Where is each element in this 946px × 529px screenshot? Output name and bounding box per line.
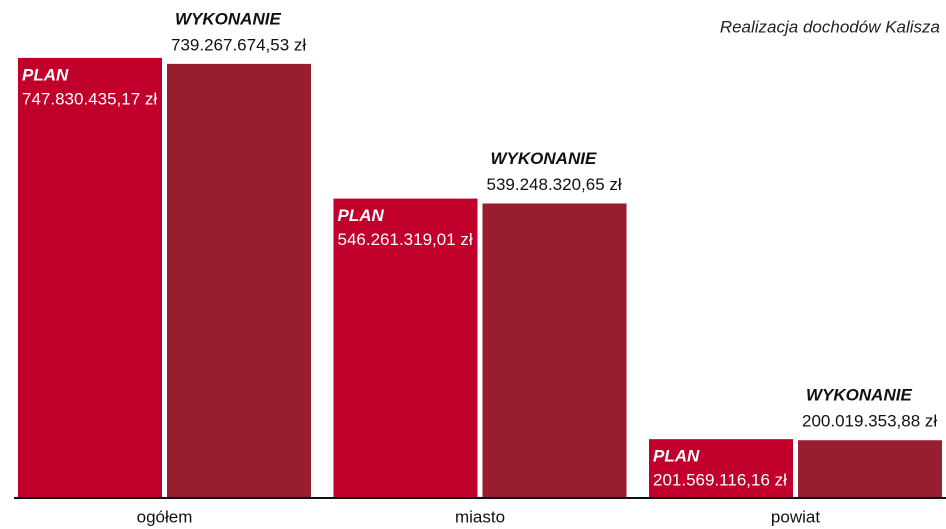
bar (18, 57, 162, 497)
value-label: 739.267.674,53 zł (171, 35, 306, 54)
bar (167, 63, 311, 498)
series-label: PLAN (338, 206, 385, 225)
series-label: WYKONANIE (806, 386, 912, 405)
bar (482, 203, 627, 498)
x-tick-label: powiat (771, 507, 820, 526)
chart-title: Realizacja dochodów Kalisza (720, 17, 940, 36)
value-label: 747.830.435,17 zł (22, 89, 157, 108)
x-tick-label: miasto (455, 507, 505, 526)
bar (798, 440, 942, 497)
series-label: PLAN (653, 447, 700, 466)
series-label: WYKONANIE (175, 9, 281, 28)
series-label: PLAN (22, 65, 69, 84)
value-label: 200.019.353,88 zł (802, 412, 937, 431)
bar (333, 198, 478, 497)
series-label: WYKONANIE (491, 149, 597, 168)
value-label: 546.261.319,01 zł (338, 230, 473, 249)
x-tick-label: ogółem (137, 507, 193, 526)
bar (649, 439, 793, 497)
value-label: 201.569.116,16 zł (653, 471, 787, 490)
value-label: 539.248.320,65 zł (487, 175, 622, 194)
